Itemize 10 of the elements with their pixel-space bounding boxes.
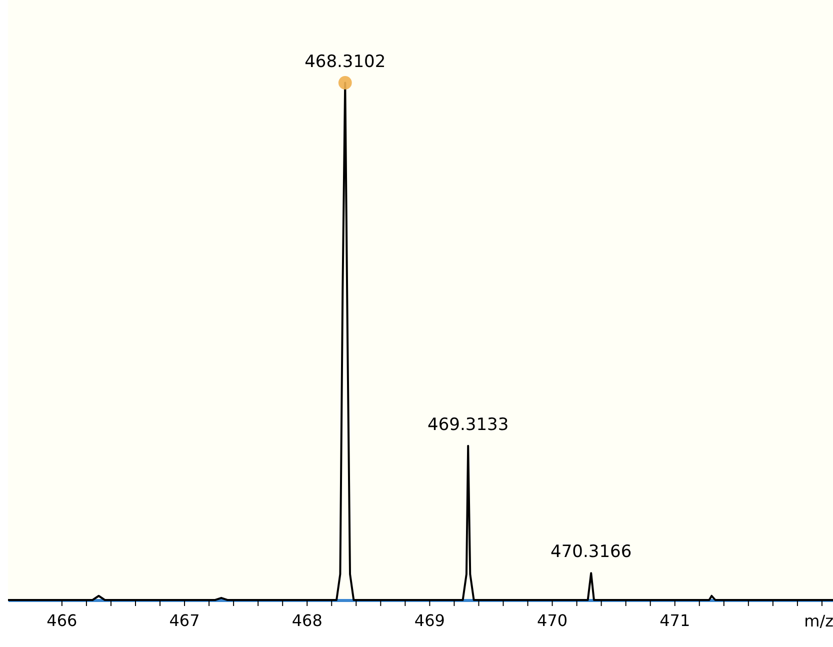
x-tick-label: 467 bbox=[169, 611, 200, 630]
annotation: 470.3166 bbox=[550, 542, 632, 562]
annotation: 468.3102 bbox=[304, 52, 386, 72]
x-tick-label: 466 bbox=[46, 611, 78, 630]
x-tick-label: 469 bbox=[414, 611, 445, 630]
x-tick-label: 468 bbox=[292, 611, 322, 630]
x-axis-title: m/z bbox=[804, 612, 833, 630]
annotation: 469.3133 bbox=[428, 414, 509, 435]
x-tick-label: 470 bbox=[537, 611, 568, 630]
x-tick-label: 471 bbox=[660, 611, 690, 630]
